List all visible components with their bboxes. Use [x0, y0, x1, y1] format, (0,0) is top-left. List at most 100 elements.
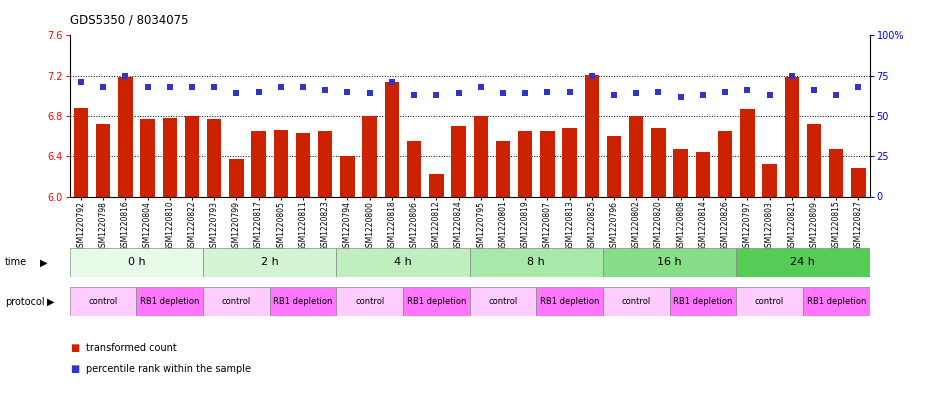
Bar — [429, 174, 444, 196]
Point — [606, 92, 621, 98]
Bar — [603, 287, 670, 316]
Text: 16 h: 16 h — [658, 257, 682, 267]
Point — [851, 84, 866, 90]
Point — [406, 92, 421, 98]
Point — [673, 94, 688, 100]
Point — [740, 87, 755, 93]
Point — [73, 79, 88, 85]
Text: control: control — [755, 297, 784, 306]
Point — [162, 84, 177, 90]
Bar — [473, 116, 488, 196]
Text: RB1 depletion: RB1 depletion — [673, 297, 733, 306]
Text: GDS5350 / 8034075: GDS5350 / 8034075 — [70, 14, 188, 27]
Text: protocol: protocol — [5, 297, 45, 307]
Text: 4 h: 4 h — [394, 257, 412, 267]
Bar — [763, 164, 777, 196]
Bar — [696, 152, 711, 196]
Point — [473, 84, 488, 90]
Text: control: control — [221, 297, 251, 306]
Point — [829, 92, 844, 98]
Point — [251, 88, 266, 95]
Bar — [737, 287, 803, 316]
Point — [651, 88, 666, 95]
Bar — [451, 126, 466, 196]
Bar — [496, 141, 511, 196]
Bar — [470, 287, 537, 316]
Point — [206, 84, 221, 90]
Bar — [251, 131, 266, 196]
Bar — [651, 128, 666, 196]
Point — [229, 90, 244, 97]
Point — [762, 92, 777, 98]
Text: 8 h: 8 h — [527, 257, 545, 267]
Text: 0 h: 0 h — [127, 257, 145, 267]
Bar — [185, 116, 199, 196]
Point — [362, 90, 377, 97]
Text: 24 h: 24 h — [790, 257, 816, 267]
Point — [806, 87, 821, 93]
Bar — [407, 141, 421, 196]
Bar — [273, 130, 288, 196]
Bar — [229, 159, 244, 196]
Point — [184, 84, 199, 90]
Bar — [807, 124, 821, 196]
Point — [318, 87, 333, 93]
Text: time: time — [5, 257, 27, 267]
Bar — [673, 149, 688, 196]
Bar — [540, 131, 554, 196]
Point — [429, 92, 444, 98]
Bar — [718, 131, 732, 196]
Point — [584, 72, 599, 79]
Text: RB1 depletion: RB1 depletion — [273, 297, 333, 306]
Text: transformed count: transformed count — [86, 343, 178, 353]
Text: ▶: ▶ — [40, 257, 47, 267]
Text: control: control — [88, 297, 118, 306]
Text: control: control — [621, 297, 651, 306]
Text: control: control — [355, 297, 384, 306]
Bar — [785, 77, 799, 196]
Bar — [140, 119, 154, 196]
Text: RB1 depletion: RB1 depletion — [140, 297, 199, 306]
Point — [629, 90, 644, 97]
Bar — [629, 116, 644, 196]
Point — [140, 84, 155, 90]
Bar — [337, 248, 470, 277]
Point — [451, 90, 466, 97]
Bar — [403, 287, 470, 316]
Point — [118, 72, 133, 79]
Bar — [203, 287, 270, 316]
Bar — [470, 248, 603, 277]
Bar — [207, 119, 221, 196]
Bar — [337, 287, 403, 316]
Bar — [163, 118, 177, 196]
Bar — [340, 156, 354, 196]
Text: percentile rank within the sample: percentile rank within the sample — [86, 364, 251, 375]
Bar — [603, 248, 737, 277]
Text: ■: ■ — [70, 343, 79, 353]
Bar — [537, 287, 603, 316]
Bar — [137, 287, 203, 316]
Bar — [670, 287, 737, 316]
Point — [784, 72, 799, 79]
Bar — [563, 128, 577, 196]
Text: 2 h: 2 h — [260, 257, 279, 267]
Bar — [296, 133, 311, 196]
Point — [296, 84, 311, 90]
Bar — [96, 124, 111, 196]
Bar — [829, 149, 844, 196]
Bar — [318, 131, 332, 196]
Point — [340, 88, 355, 95]
Point — [518, 90, 533, 97]
Bar — [70, 287, 137, 316]
Text: RB1 depletion: RB1 depletion — [806, 297, 866, 306]
Bar — [851, 168, 866, 196]
Point — [384, 79, 399, 85]
Bar — [118, 77, 132, 196]
Point — [96, 84, 111, 90]
Bar — [518, 131, 532, 196]
Text: RB1 depletion: RB1 depletion — [540, 297, 599, 306]
Text: ■: ■ — [70, 364, 79, 375]
Bar — [73, 108, 88, 196]
Point — [496, 90, 511, 97]
Bar — [803, 287, 870, 316]
